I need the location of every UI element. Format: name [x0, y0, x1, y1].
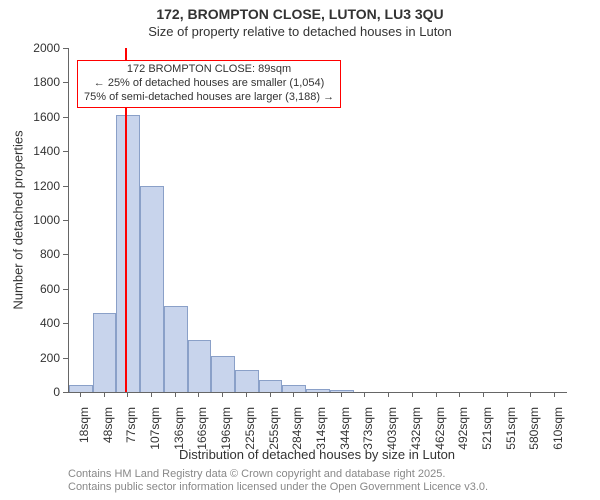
x-tick-label: 344sqm [338, 407, 352, 450]
x-tick-mark [175, 392, 176, 397]
footer-line1: Contains HM Land Registry data © Crown c… [68, 468, 488, 481]
x-tick-label: 225sqm [243, 407, 257, 450]
x-tick-label: 255sqm [267, 407, 281, 450]
x-tick-mark [364, 392, 365, 397]
y-tick-label: 200 [20, 351, 60, 365]
y-tick-mark [63, 323, 68, 324]
y-tick-mark [63, 151, 68, 152]
x-tick-mark [246, 392, 247, 397]
y-tick-label: 600 [20, 282, 60, 296]
x-tick-mark [341, 392, 342, 397]
x-tick-label: 403sqm [385, 407, 399, 450]
y-tick-label: 1800 [20, 75, 60, 89]
x-tick-label: 521sqm [480, 407, 494, 450]
x-tick-label: 18sqm [77, 407, 91, 443]
bar [164, 306, 188, 392]
chart-container: 172, BROMPTON CLOSE, LUTON, LU3 3QU Size… [0, 0, 600, 500]
annotation-line2: ← 25% of detached houses are smaller (1,… [84, 77, 334, 91]
y-tick-label: 2000 [20, 41, 60, 55]
x-tick-mark [293, 392, 294, 397]
x-tick-mark [127, 392, 128, 397]
x-axis-label: Distribution of detached houses by size … [179, 447, 455, 462]
y-tick-label: 0 [20, 385, 60, 399]
annotation-line3: 75% of semi-detached houses are larger (… [84, 91, 334, 105]
bar [93, 313, 117, 392]
chart-title: 172, BROMPTON CLOSE, LUTON, LU3 3QU [0, 6, 600, 22]
x-tick-label: 136sqm [172, 407, 186, 450]
x-tick-mark [530, 392, 531, 397]
x-tick-mark [388, 392, 389, 397]
x-tick-label: 551sqm [504, 407, 518, 450]
y-tick-mark [63, 186, 68, 187]
x-tick-label: 166sqm [195, 407, 209, 450]
x-tick-label: 580sqm [527, 407, 541, 450]
y-tick-mark [63, 289, 68, 290]
y-tick-mark [63, 392, 68, 393]
y-tick-mark [63, 358, 68, 359]
bar [116, 115, 140, 392]
x-tick-mark [198, 392, 199, 397]
y-tick-label: 1600 [20, 110, 60, 124]
x-tick-label: 314sqm [314, 407, 328, 450]
plot-area: 172 BROMPTON CLOSE: 89sqm ← 25% of detac… [68, 48, 567, 393]
bar [259, 380, 283, 392]
x-tick-label: 492sqm [456, 407, 470, 450]
x-tick-label: 610sqm [551, 407, 565, 450]
annotation-box: 172 BROMPTON CLOSE: 89sqm ← 25% of detac… [77, 60, 341, 108]
y-tick-label: 400 [20, 316, 60, 330]
x-tick-mark [483, 392, 484, 397]
x-tick-label: 462sqm [433, 407, 447, 450]
x-tick-label: 107sqm [148, 407, 162, 450]
y-tick-label: 1200 [20, 179, 60, 193]
bar [188, 340, 212, 392]
bar [69, 385, 93, 392]
x-tick-label: 48sqm [101, 407, 115, 443]
bar [211, 356, 235, 392]
x-tick-mark [412, 392, 413, 397]
bar [140, 186, 164, 392]
footer-attribution: Contains HM Land Registry data © Crown c… [68, 468, 488, 494]
footer-line2: Contains public sector information licen… [68, 481, 488, 494]
x-tick-mark [436, 392, 437, 397]
x-tick-mark [507, 392, 508, 397]
x-tick-mark [104, 392, 105, 397]
x-tick-mark [554, 392, 555, 397]
y-tick-mark [63, 82, 68, 83]
bar [235, 370, 259, 392]
x-tick-label: 196sqm [219, 407, 233, 450]
x-tick-mark [222, 392, 223, 397]
annotation-line1: 172 BROMPTON CLOSE: 89sqm [84, 63, 334, 77]
x-tick-label: 373sqm [361, 407, 375, 450]
x-tick-mark [151, 392, 152, 397]
y-tick-mark [63, 117, 68, 118]
y-tick-label: 1400 [20, 144, 60, 158]
y-tick-mark [63, 48, 68, 49]
y-tick-mark [63, 254, 68, 255]
y-tick-mark [63, 220, 68, 221]
x-tick-mark [459, 392, 460, 397]
x-tick-label: 284sqm [290, 407, 304, 450]
bar [282, 385, 306, 392]
y-tick-label: 800 [20, 247, 60, 261]
x-tick-mark [80, 392, 81, 397]
x-tick-mark [317, 392, 318, 397]
x-tick-label: 77sqm [124, 407, 138, 443]
x-tick-mark [270, 392, 271, 397]
chart-subtitle: Size of property relative to detached ho… [0, 24, 600, 39]
x-tick-label: 432sqm [409, 407, 423, 450]
y-tick-label: 1000 [20, 213, 60, 227]
